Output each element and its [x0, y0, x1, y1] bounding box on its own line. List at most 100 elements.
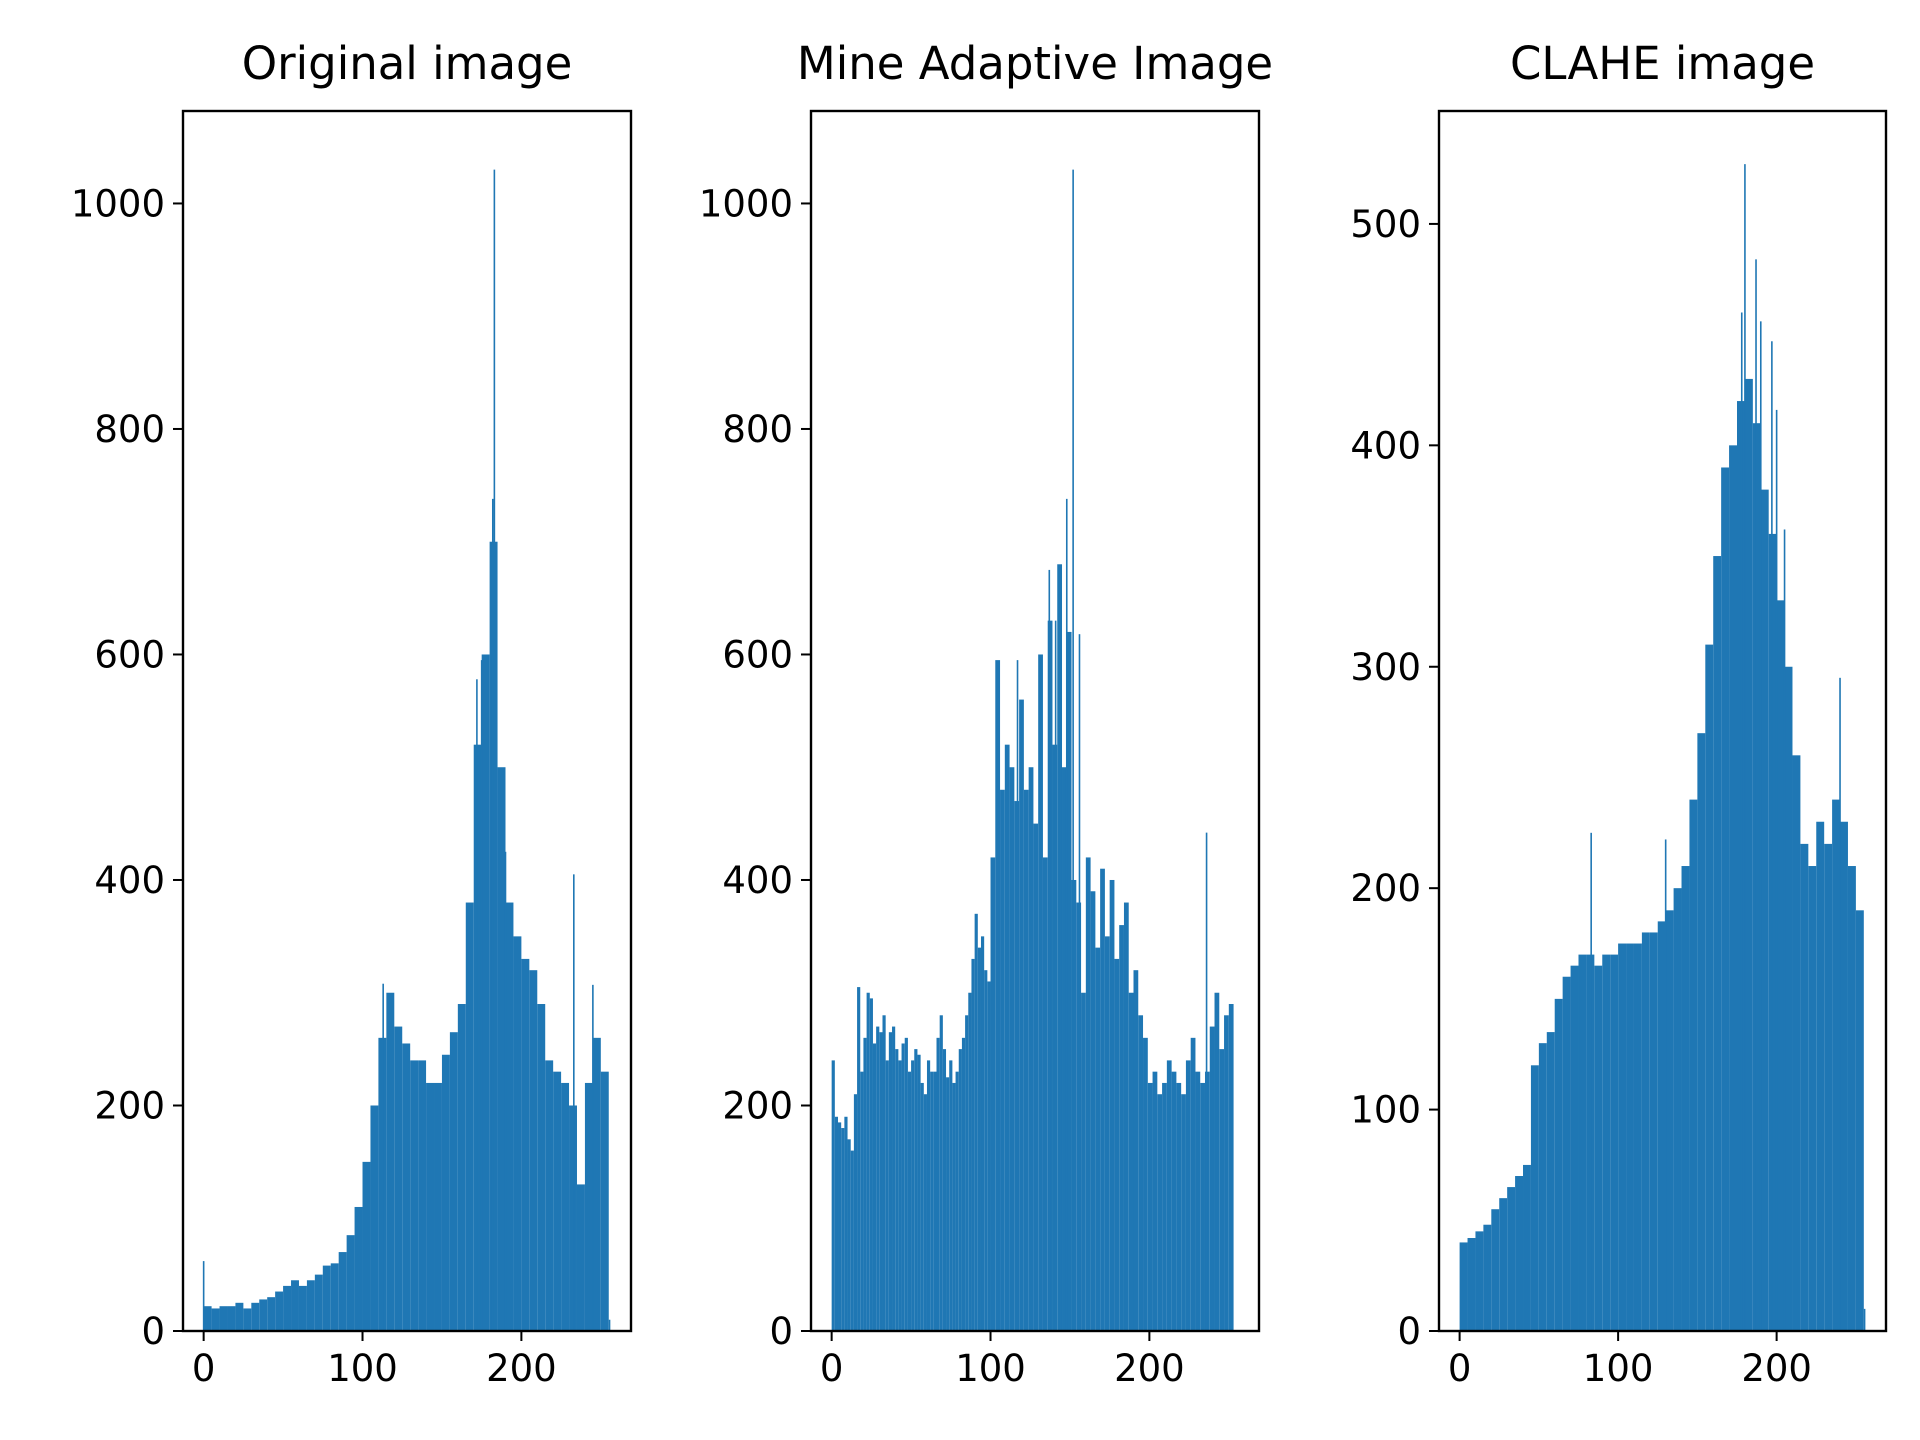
histogram-bar: [426, 1082, 435, 1331]
x-tick-label: 100: [327, 1347, 398, 1390]
histogram-bar: [259, 1299, 268, 1331]
histogram-spike: [1048, 569, 1051, 1331]
histogram-bar: [834, 1116, 839, 1331]
histogram-bar: [1219, 1049, 1225, 1331]
y-tick-label: 100: [1350, 1089, 1421, 1132]
histogram-bar: [1483, 1224, 1492, 1331]
histogram-bar: [561, 1082, 570, 1331]
histogram-bar: [974, 913, 978, 1331]
histogram-bar: [1602, 954, 1611, 1331]
histogram-bar: [1095, 947, 1101, 1331]
y-tick-label: 1000: [71, 182, 165, 225]
histogram-bar: [1546, 1032, 1555, 1331]
histogram-bar: [1009, 767, 1015, 1331]
histogram-bar: [576, 1184, 585, 1331]
x-tick-label: 0: [820, 1347, 844, 1390]
histogram-bar: [306, 1280, 315, 1331]
histogram-bar: [275, 1291, 284, 1331]
y-tick-label: 400: [94, 859, 165, 902]
plot-frame: [809, 109, 1261, 1333]
axis-ticks: 0 100 200 0 200 400 600 800 1000: [699, 182, 1185, 1390]
histogram-bar: [386, 992, 395, 1331]
histogram-bar: [1133, 970, 1139, 1331]
histogram-bar: [1713, 556, 1722, 1331]
histogram-bar: [1028, 767, 1034, 1331]
histogram-bar: [1808, 866, 1817, 1331]
histogram-bar: [1114, 958, 1120, 1331]
histogram-spike: [1771, 341, 1773, 1332]
histogram-bar: [955, 1071, 959, 1331]
histogram-bar: [901, 1043, 905, 1331]
plot-frame: [181, 109, 633, 1333]
x-tick-label: 0: [192, 1347, 216, 1390]
histogram-bar: [1784, 666, 1793, 1331]
histogram-spike: [382, 983, 384, 1331]
histogram-bar: [1523, 1164, 1531, 1331]
histogram-bar: [537, 1004, 546, 1331]
histogram-bar: [869, 998, 873, 1331]
histogram-spike: [1016, 660, 1019, 1331]
histogram-bar: [394, 1026, 403, 1331]
histogram-bar: [971, 958, 975, 1331]
histogram-bar: [1618, 943, 1627, 1331]
histogram-bar: [850, 1150, 854, 1331]
histogram-spike: [1839, 677, 1841, 1331]
histogram-bar: [946, 1077, 950, 1331]
histogram-bar: [1832, 799, 1841, 1331]
y-tick-label: 800: [722, 408, 793, 451]
x-tick-label: 0: [1448, 1347, 1472, 1390]
histogram-bar: [314, 1274, 323, 1331]
panel-original-image: Original image 0 100 200 0 200 400 600 800 1000: [71, 37, 633, 1390]
histogram-bar: [977, 947, 981, 1331]
y-tick-label: 200: [94, 1084, 165, 1127]
histogram-bar: [1800, 843, 1809, 1331]
histogram-bar: [227, 1306, 236, 1331]
histogram-spike: [1078, 634, 1081, 1331]
y-tick-label: 400: [1350, 424, 1421, 467]
histogram-bar: [1224, 1015, 1229, 1331]
histogram-bar: [1209, 1026, 1215, 1331]
histogram-bar: [1855, 910, 1864, 1331]
histogram-bar: [1705, 644, 1714, 1331]
histogram-bar: [831, 1060, 835, 1331]
histogram-bar: [990, 857, 996, 1331]
histogram-bar: [860, 1071, 864, 1331]
histogram-bar: [1228, 1004, 1234, 1331]
histogram-bar: [1847, 866, 1856, 1331]
histogram-bar: [984, 970, 988, 1331]
histogram-bar: [481, 654, 490, 1331]
histogram-bar: [892, 1026, 896, 1331]
histogram-bar: [1641, 932, 1650, 1331]
histogram-spike: [1059, 592, 1062, 1331]
histogram-bar: [1128, 992, 1134, 1331]
y-tick-label: 500: [1350, 203, 1421, 246]
panel-title: Mine Adaptive Image: [797, 37, 1273, 90]
histogram-bar: [1152, 1071, 1158, 1331]
histogram-bar: [1562, 976, 1571, 1331]
histogram-bar: [838, 1122, 842, 1331]
histogram-bar: [936, 1037, 940, 1331]
histogram-bar: [1840, 821, 1848, 1331]
histogram-bars: [1459, 164, 1866, 1332]
histogram-bar: [1085, 857, 1091, 1331]
histogram-bar: [1760, 489, 1769, 1331]
histogram-bar: [1066, 631, 1072, 1331]
histogram-bar: [847, 1139, 851, 1331]
histogram-bar: [888, 1032, 893, 1331]
histogram-bar: [853, 1094, 858, 1331]
histogram-spike: [573, 874, 575, 1331]
histogram-bar: [961, 1037, 966, 1331]
panel-clahe-image: CLAHE image 0 100 200 0 100 200 300 400 500: [1350, 37, 1888, 1390]
histogram-spike: [1590, 832, 1592, 1331]
y-tick-label: 200: [722, 1084, 793, 1127]
histogram-bar: [1530, 1065, 1539, 1331]
x-tick-label: 200: [1741, 1347, 1812, 1390]
histogram-bar: [600, 1071, 609, 1331]
histogram-bar: [1157, 1094, 1163, 1331]
histogram-bar: [939, 1015, 943, 1331]
histogram-bar: [1816, 821, 1825, 1331]
histogram-bar: [907, 1071, 912, 1331]
histogram-spike: [1664, 839, 1667, 1331]
histogram-bar: [920, 1082, 924, 1331]
